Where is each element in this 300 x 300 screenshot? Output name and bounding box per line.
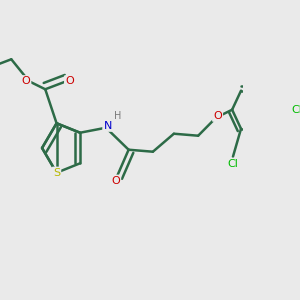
Text: O: O <box>213 111 222 121</box>
Text: O: O <box>65 76 74 86</box>
Text: O: O <box>22 76 30 86</box>
Text: H: H <box>114 111 121 121</box>
Text: N: N <box>103 121 112 131</box>
Text: O: O <box>111 176 120 186</box>
Text: Cl: Cl <box>291 105 300 115</box>
Text: S: S <box>53 168 60 178</box>
Text: Cl: Cl <box>227 159 239 169</box>
